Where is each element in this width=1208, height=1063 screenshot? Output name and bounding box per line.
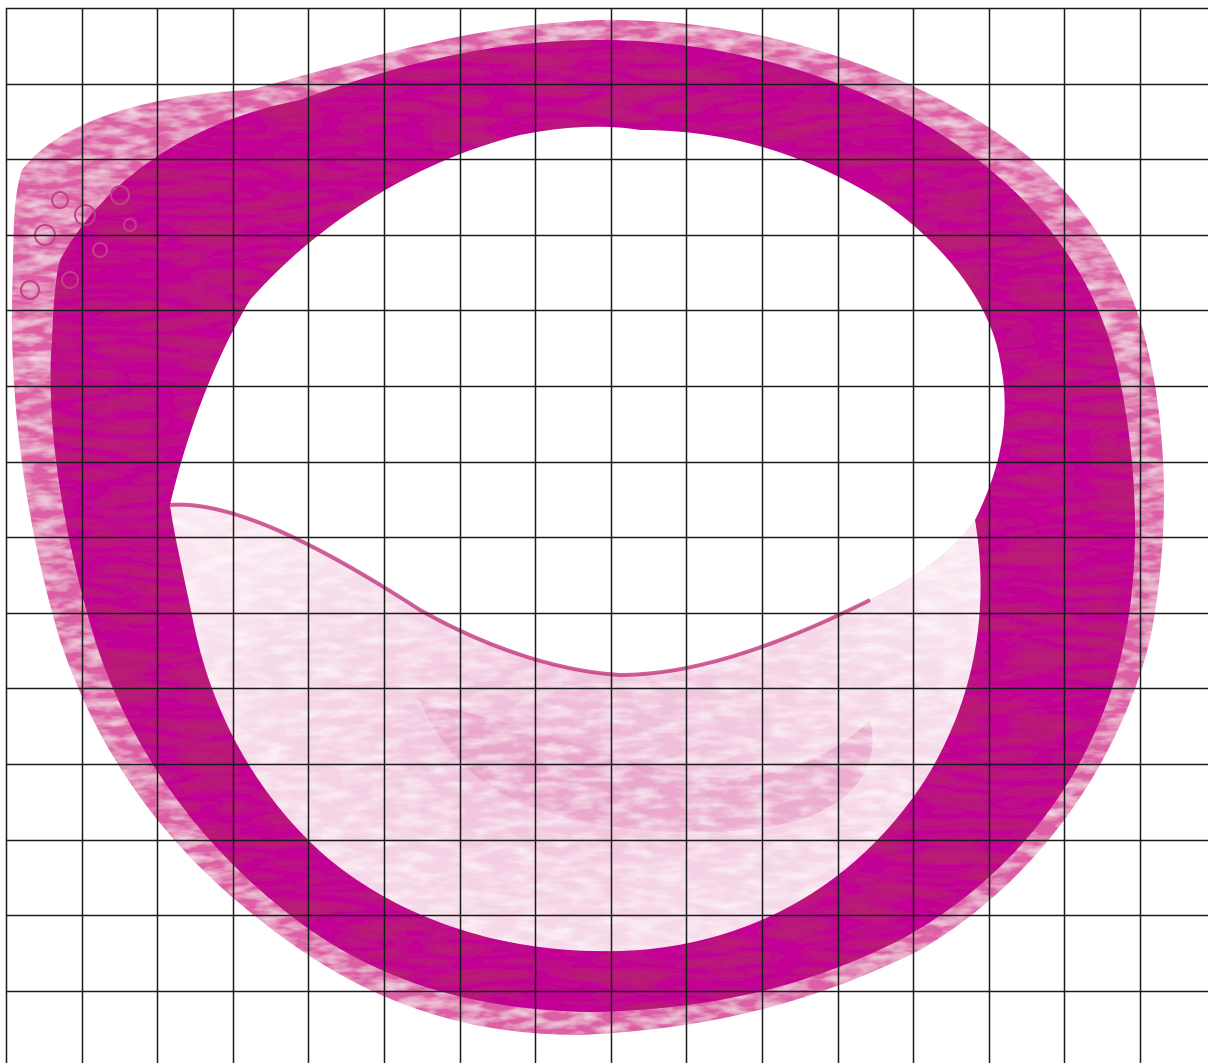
lumen-edge [169,502,871,678]
plaque-core [420,700,873,833]
plaque-region [170,504,981,952]
